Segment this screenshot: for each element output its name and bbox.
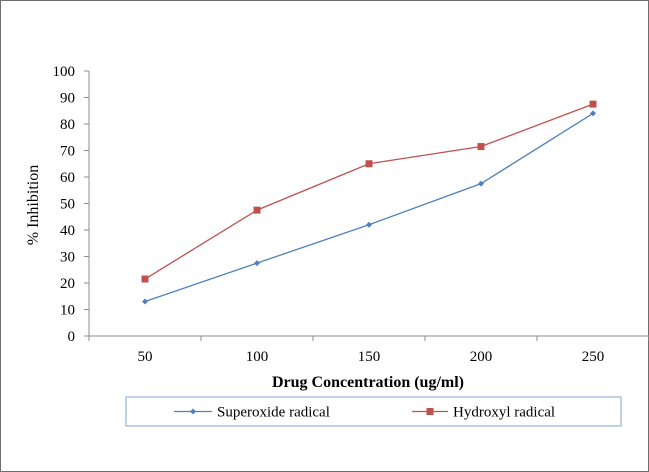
axes [84, 70, 649, 341]
data-point [477, 143, 485, 151]
data-point [253, 206, 261, 214]
x-tick-label: 100 [246, 349, 269, 365]
x-tick-label: 250 [582, 349, 605, 365]
data-point [254, 260, 260, 267]
data-point [366, 221, 372, 228]
legend-label-hydroxyl: Hydroxyl radical [453, 405, 555, 421]
x-tick-label: 200 [470, 349, 493, 365]
legend-marker-hydroxyl [426, 408, 434, 415]
x-axis-title: Drug Concentration (ug/ml) [272, 374, 464, 391]
x-tick-labels: 50 100 150 200 250 [138, 349, 605, 365]
y-tick-label: 100 [53, 64, 76, 80]
y-axis-title: % Inhibition [25, 165, 42, 245]
data-point [142, 298, 148, 305]
y-tick-label: 60 [60, 170, 75, 186]
y-tick-label: 90 [60, 91, 75, 107]
y-tick-label: 10 [60, 303, 75, 319]
y-tick-labels: 0 10 20 30 40 50 60 70 80 90 100 [53, 64, 76, 345]
data-point [589, 100, 597, 108]
data-point [141, 275, 149, 283]
data-point [478, 180, 484, 187]
legend-marker-superoxide [190, 408, 196, 415]
y-tick-label: 0 [68, 329, 76, 345]
series-line-0 [144, 112, 594, 303]
y-tick-label: 40 [60, 223, 75, 239]
series-line-1 [144, 103, 594, 280]
data-point [590, 110, 596, 117]
legend-label-superoxide: Superoxide radical [217, 405, 330, 421]
data-point [365, 160, 373, 168]
x-tick-label: 50 [138, 349, 153, 365]
y-tick-label: 70 [60, 144, 75, 160]
legend: Superoxide radical Hydroxyl radical [125, 396, 622, 427]
y-tick-label: 20 [60, 276, 75, 292]
y-tick-label: 50 [60, 197, 75, 213]
series-lines [144, 103, 594, 303]
y-tick-label: 80 [60, 117, 75, 133]
x-tick-label: 150 [358, 349, 381, 365]
series-markers [141, 100, 597, 305]
y-tick-label: 30 [60, 250, 75, 266]
